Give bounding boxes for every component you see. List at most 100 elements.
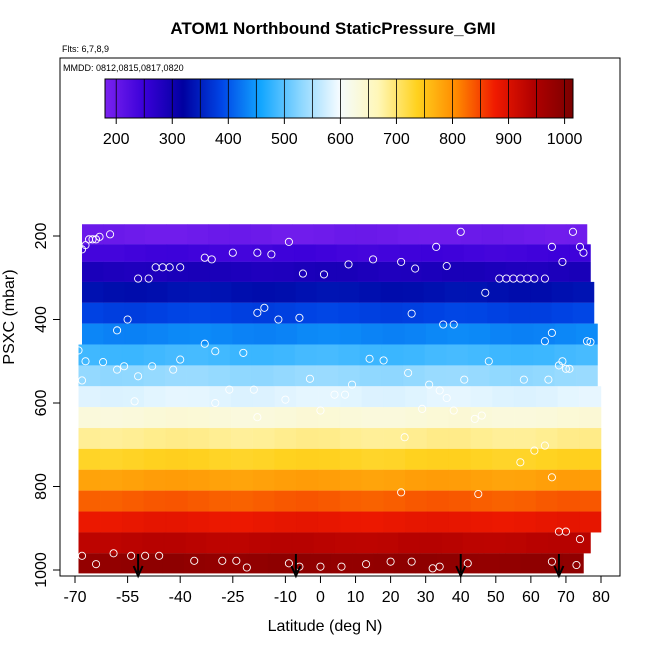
heatmap-cell xyxy=(405,386,428,408)
heatmap-cell xyxy=(121,365,144,387)
heatmap-cell xyxy=(146,281,168,303)
heatmap-cell xyxy=(357,244,380,262)
x-tick-label: -40 xyxy=(169,589,192,606)
heatmap-cell xyxy=(465,302,488,324)
heatmap-cell xyxy=(505,244,528,262)
heatmap-cell xyxy=(554,344,577,366)
data-point xyxy=(95,232,104,241)
heatmap-cell xyxy=(318,323,341,345)
heatmap-cell xyxy=(167,323,190,345)
data-point xyxy=(470,414,479,423)
data-point xyxy=(281,395,290,404)
heatmap-cell xyxy=(448,490,471,512)
data-point xyxy=(190,556,199,565)
y-axis: 200 400 600 800 1000 xyxy=(33,223,60,588)
data-point xyxy=(176,263,185,272)
heatmap-cell xyxy=(271,224,293,245)
heatmap-cell xyxy=(513,490,537,512)
heatmap-cell xyxy=(492,469,515,491)
heatmap-cell xyxy=(165,469,188,491)
heatmap-cell xyxy=(232,323,255,345)
heatmap-cell xyxy=(513,469,537,491)
heatmap-cell xyxy=(382,323,405,345)
heatmap-cell xyxy=(336,244,358,262)
heatmap-cell xyxy=(513,407,537,429)
heatmap-cell xyxy=(122,448,145,470)
data-point xyxy=(547,242,556,251)
heatmap-cell xyxy=(317,490,341,512)
heatmap-cell xyxy=(187,448,210,470)
heatmap-cell xyxy=(274,511,297,533)
data-point xyxy=(253,308,262,317)
heatmap-cell xyxy=(526,532,549,554)
heatmap-cell xyxy=(448,407,471,429)
heatmap-cell xyxy=(122,490,145,512)
heatmap-cell xyxy=(489,344,512,366)
heatmap-cell xyxy=(470,386,493,408)
heatmap-cell xyxy=(167,281,190,303)
heatmap-cell xyxy=(188,302,211,324)
heatmap-cell xyxy=(381,344,404,366)
data-point xyxy=(519,375,528,384)
heatmap-cell xyxy=(209,244,231,262)
heatmap-cell xyxy=(336,261,358,282)
heatmap-cell xyxy=(467,365,490,387)
heatmap-cell xyxy=(252,469,275,491)
heatmap-cell xyxy=(143,344,166,366)
data-point xyxy=(253,248,262,257)
data-point xyxy=(439,320,448,329)
data-point xyxy=(568,227,577,236)
heatmap-cell xyxy=(361,428,384,449)
heatmap-cell xyxy=(120,553,143,574)
heatmap-cell xyxy=(419,532,442,554)
data-point xyxy=(442,393,451,403)
heatmap-cell xyxy=(470,469,493,491)
heatmap-cell xyxy=(143,365,166,387)
data-point xyxy=(77,245,87,254)
data-point xyxy=(344,260,353,269)
data-point xyxy=(207,255,216,264)
heatmap-cell xyxy=(163,532,186,554)
heatmap-cell xyxy=(208,344,231,366)
y-axis-label: PSXC (mbar) xyxy=(1,269,18,364)
heatmap-cell xyxy=(273,344,296,366)
colorbar-fill xyxy=(105,79,573,118)
data-point xyxy=(442,262,451,271)
x-tick-label: 80 xyxy=(592,589,610,606)
heatmap-cell xyxy=(442,244,464,262)
heatmap-cell xyxy=(252,281,275,303)
data-point xyxy=(474,489,483,499)
heatmap-cell xyxy=(557,386,580,408)
heatmap-cell xyxy=(579,407,602,429)
data-point xyxy=(586,337,595,347)
y-tick-label: 200 xyxy=(33,223,50,250)
data-point xyxy=(481,288,490,297)
heatmap-cell xyxy=(100,344,123,366)
heatmap-cell xyxy=(187,407,210,429)
heatmap-cell xyxy=(78,386,101,408)
heatmap-cell xyxy=(317,407,341,429)
heatmap-cell xyxy=(378,261,401,282)
data-point xyxy=(530,274,539,283)
data-point xyxy=(260,303,269,312)
x-axis-label: Latitude (deg N) xyxy=(268,618,383,635)
data-point xyxy=(305,374,314,383)
heatmap-cell xyxy=(229,365,253,387)
heatmap-cell xyxy=(185,532,207,554)
data-point xyxy=(432,242,441,251)
heatmap-cell xyxy=(316,281,339,303)
heatmap-cell xyxy=(513,428,537,449)
heatmap-cell xyxy=(526,261,549,282)
heatmap-cell xyxy=(187,386,210,408)
heatmap-cell xyxy=(252,407,275,429)
heatmap-cell xyxy=(251,365,274,387)
heatmap-cell xyxy=(572,281,595,303)
heatmap-cell xyxy=(103,323,126,345)
heatmap-cell xyxy=(272,244,295,262)
data-point xyxy=(109,549,118,558)
heatmap-cell xyxy=(166,244,189,262)
heatmap-cell xyxy=(426,386,450,408)
heatmap-cell xyxy=(252,511,275,533)
data-point xyxy=(99,358,108,367)
data-point xyxy=(407,557,416,566)
